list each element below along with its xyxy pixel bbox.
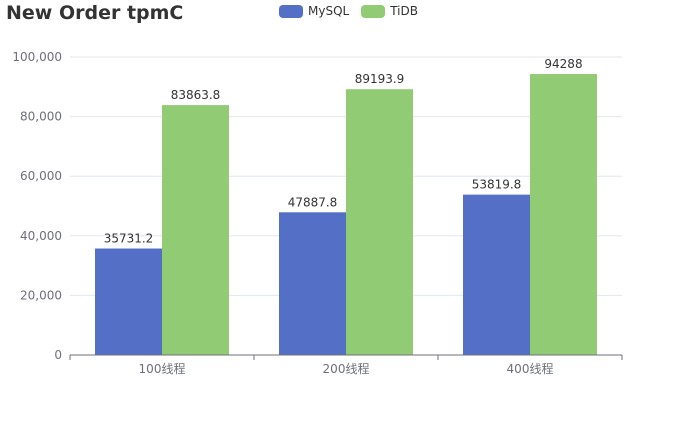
y-tick-label: 60,000 [20,169,62,183]
x-axis: 100线程 200线程 400线程 [69,354,623,376]
chart-title: New Order tpmC [6,2,184,24]
legend: MySQL TiDB [279,4,430,18]
y-tick-label: 100,000 [12,50,62,64]
legend-item-mysql[interactable]: MySQL [279,4,349,18]
data-label: 89193.9 [355,72,405,86]
bar-tidb-1[interactable] [346,89,413,355]
data-label: 83863.8 [171,88,221,102]
data-label: 53819.8 [472,178,522,192]
x-tick-label: 200线程 [323,361,370,376]
bar-tidb-0[interactable] [162,105,229,355]
legend-swatch-mysql [279,4,303,18]
legend-label-mysql: MySQL [308,4,350,18]
legend-label-tidb: TiDB [390,4,418,18]
data-label: 47887.8 [288,195,338,209]
bar-tidb-2[interactable] [530,74,597,355]
legend-swatch-tidb [361,4,386,18]
bars [95,74,597,355]
data-label: 94288 [544,57,582,71]
bar-mysql-0[interactable] [95,248,162,355]
data-label: 35731.2 [104,232,154,246]
bar-mysql-1[interactable] [279,212,346,355]
y-tick-label: 0 [54,348,62,362]
y-axis-ticks: 0 20,000 40,000 60,000 80,000 100,000 [12,50,62,362]
y-tick-label: 40,000 [20,229,62,243]
bar-mysql-2[interactable] [463,194,530,355]
data-labels: 35731.2 83863.8 47887.8 89193.9 53819.8 94288 [104,57,583,245]
x-tick-label: 100线程 [139,361,186,376]
y-tick-label: 80,000 [20,110,62,124]
y-tick-label: 20,000 [20,288,62,302]
legend-item-tidb[interactable]: TiDB [361,4,418,18]
x-tick-label: 400线程 [507,361,554,376]
